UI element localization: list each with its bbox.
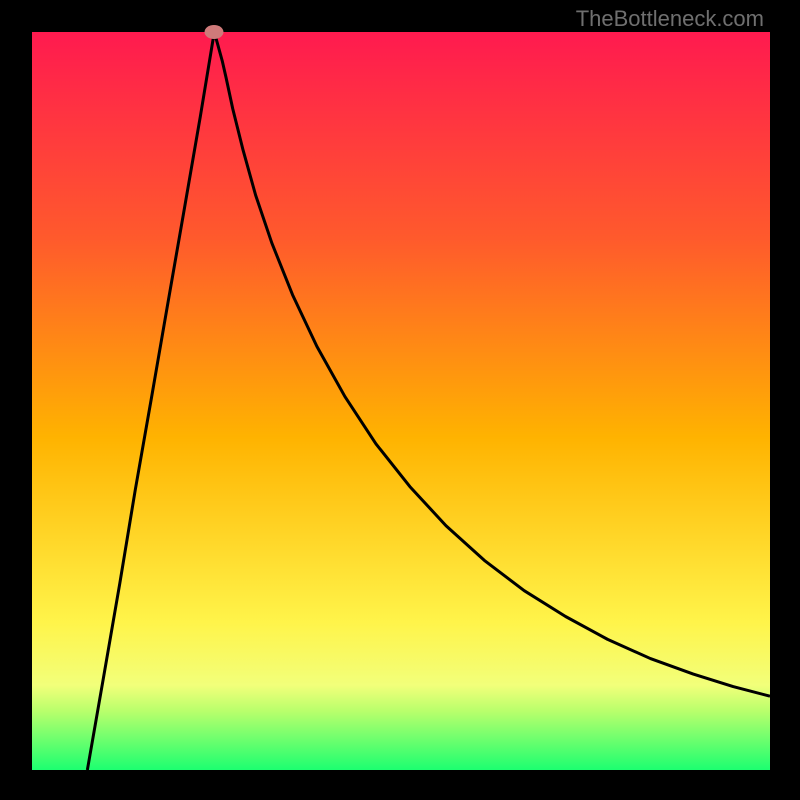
bottleneck-curve [87,32,770,770]
watermark-text: TheBottleneck.com [576,6,764,32]
curve-svg [0,0,800,800]
minimum-marker [205,25,224,39]
